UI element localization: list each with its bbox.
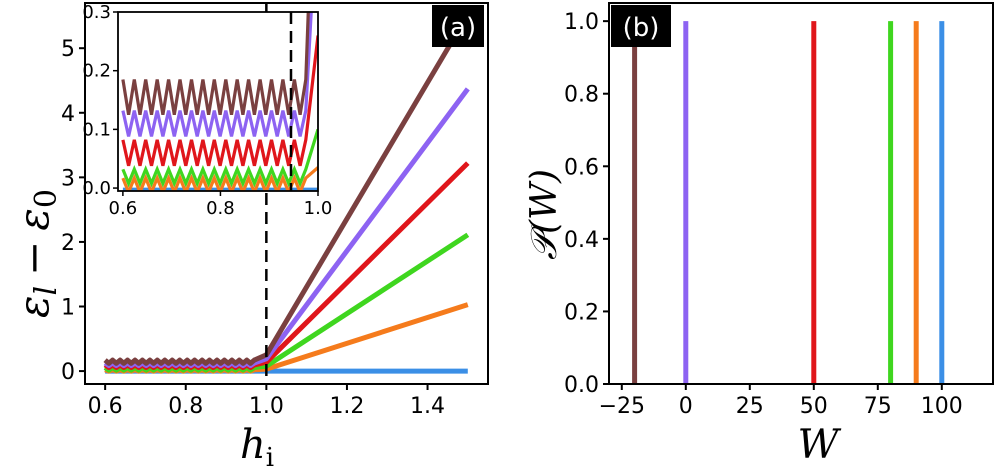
y-tick-label: 4 bbox=[61, 102, 75, 127]
y-label-epsilon-2: ε bbox=[9, 208, 58, 231]
panel-a-label: (a) bbox=[432, 5, 484, 47]
y-tick-label: 1 bbox=[61, 296, 75, 321]
inset-line-red bbox=[121, 35, 318, 167]
inset-series bbox=[121, 12, 318, 191]
panel-a-inset: 0.6 0.8 1.0 0.0 0.1 0.2 0.3 bbox=[82, 2, 333, 219]
inset-y-tick-label: 0.3 bbox=[82, 2, 111, 23]
panel-a: 0.6 0.8 1.0 0.0 0.1 0.2 0.3 0.6 0.8 1.0 1.2 1.4 0 1… bbox=[9, 2, 489, 467]
inset-line-green bbox=[121, 128, 318, 188]
y-label-paren: (W) bbox=[524, 169, 565, 234]
inset-x-tick-label: 0.8 bbox=[206, 198, 235, 219]
panel-b-label-text: (b) bbox=[623, 13, 660, 43]
x-tick-label: 50 bbox=[800, 394, 828, 419]
inset-line-brown bbox=[121, 12, 310, 115]
inset-x-tick-label: 0.6 bbox=[109, 198, 138, 219]
panel-a-x-axis-label: hi bbox=[240, 422, 274, 467]
panel-b-x-ticks: −25 0 25 50 75 100 bbox=[599, 384, 963, 419]
series-line-brown bbox=[103, 13, 470, 366]
panel-b: −25 0 25 50 75 100 0.0 0.2 0.4 0.6 0.8 1.0 (b) W 𝒫… bbox=[524, 2, 994, 467]
x-tick-label: 75 bbox=[864, 394, 892, 419]
y-tick-label: 0.4 bbox=[564, 228, 599, 253]
y-tick-label: 1.0 bbox=[564, 10, 599, 35]
x-tick-label: 1.2 bbox=[329, 394, 364, 419]
panel-b-bars bbox=[632, 21, 945, 384]
panel-a-y-axis-label: εl−ε0 bbox=[9, 189, 64, 318]
inset-x-tick-label: 1.0 bbox=[304, 198, 333, 219]
x-tick-label: 1.4 bbox=[410, 394, 445, 419]
y-label-sub-l: l bbox=[29, 286, 64, 296]
x-tick-label: 25 bbox=[736, 394, 764, 419]
y-label-minus: − bbox=[9, 241, 58, 276]
panel-b-frame bbox=[608, 2, 994, 385]
x-label-subscript: i bbox=[266, 443, 274, 467]
panel-a-label-text: (a) bbox=[440, 13, 476, 43]
series-line-red bbox=[103, 161, 470, 370]
panel-b-y-ticks: 0.0 0.2 0.4 0.6 0.8 1.0 bbox=[564, 10, 609, 398]
series-line-green bbox=[103, 232, 470, 373]
inset-frame bbox=[117, 11, 319, 192]
panel-b-y-axis-label: 𝒫(W) bbox=[524, 169, 565, 260]
panel-b-label: (b) bbox=[611, 5, 671, 47]
y-tick-label: 0.6 bbox=[564, 155, 599, 180]
x-tick-label: −25 bbox=[599, 394, 645, 419]
x-tick-label: 100 bbox=[921, 394, 963, 419]
panel-a-frame bbox=[84, 2, 489, 385]
panel-a-label-background bbox=[432, 5, 484, 47]
inset-y-tick-label: 0.0 bbox=[82, 178, 111, 199]
inset-line-orange bbox=[121, 166, 318, 191]
y-tick-label: 0.0 bbox=[564, 373, 599, 398]
x-tick-label: 0.8 bbox=[168, 394, 203, 419]
y-tick-label: 2 bbox=[61, 231, 75, 256]
x-tick-label: 0 bbox=[679, 394, 693, 419]
y-tick-label: 0 bbox=[61, 360, 75, 385]
panel-a-x-ticks: 0.6 0.8 1.0 1.2 1.4 bbox=[88, 384, 445, 419]
panel-a-series bbox=[103, 13, 470, 374]
y-label-epsilon: ε bbox=[9, 295, 58, 318]
x-label-main: h bbox=[240, 422, 266, 467]
x-tick-label: 0.6 bbox=[88, 394, 123, 419]
y-label-sub-0: 0 bbox=[29, 189, 64, 208]
y-tick-label: 5 bbox=[61, 37, 75, 62]
inset-line-purple bbox=[121, 12, 313, 137]
inset-y-tick-label: 0.2 bbox=[82, 61, 111, 82]
y-tick-label: 0.2 bbox=[564, 300, 599, 325]
inset-y-tick-label: 0.1 bbox=[82, 119, 111, 140]
panel-b-label-background bbox=[611, 5, 671, 47]
y-tick-label: 0.8 bbox=[564, 83, 599, 108]
y-tick-label: 3 bbox=[61, 166, 75, 191]
panel-b-x-axis-label: W bbox=[797, 422, 841, 467]
x-tick-label: 1.0 bbox=[249, 394, 284, 419]
panel-a-y-ticks: 0 1 2 3 4 5 bbox=[61, 37, 85, 385]
